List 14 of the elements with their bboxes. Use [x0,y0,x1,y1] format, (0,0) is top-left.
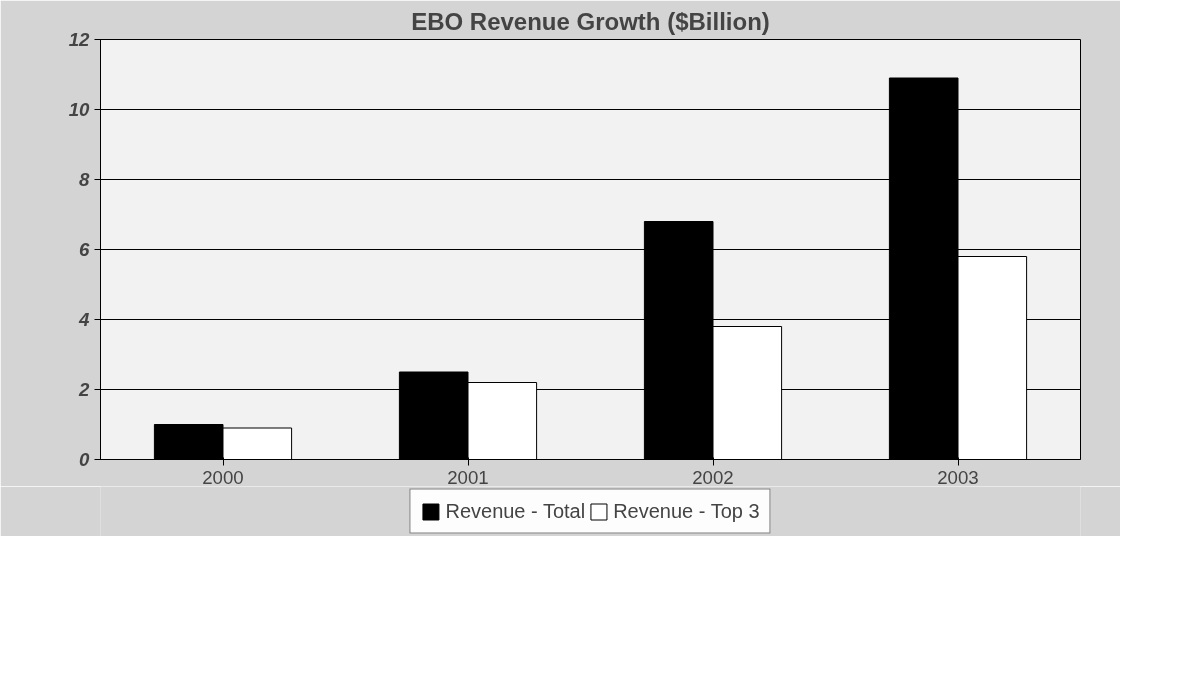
y-tick-label: 2 [78,379,91,400]
x-tick-label: 2002 [692,466,734,488]
y-tick-label: 8 [79,169,91,190]
y-tick-label: 10 [68,99,91,120]
legend-label: Revenue - Total [445,499,586,523]
y-tick-label: 0 [79,449,91,470]
x-tick-label: 2003 [937,466,979,488]
chart-title: EBO Revenue Growth ($Billion) [411,7,770,35]
y-tick-label: 12 [68,29,91,50]
y-tick-label: 4 [78,309,91,330]
y-tick-label: 6 [79,239,91,260]
x-tick-label: 2001 [447,466,489,488]
x-tick-label: 2000 [202,466,244,488]
legend-label: Revenue - Top 3 [613,499,760,523]
